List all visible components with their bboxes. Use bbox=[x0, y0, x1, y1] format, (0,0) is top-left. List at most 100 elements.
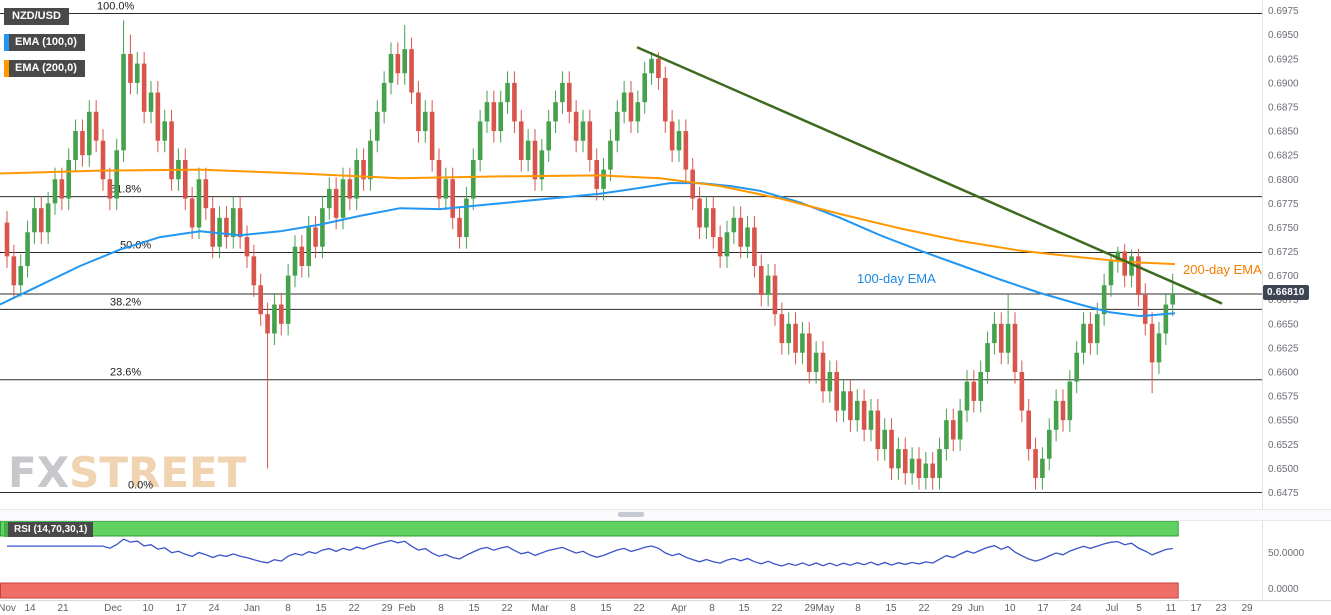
candle-body[interactable] bbox=[477, 121, 483, 160]
candle-body[interactable] bbox=[354, 159, 360, 199]
candle-body[interactable] bbox=[148, 92, 154, 112]
candle-body[interactable] bbox=[368, 140, 373, 180]
symbol-badge[interactable]: NZD/USD bbox=[4, 8, 69, 25]
candle-body[interactable] bbox=[861, 400, 867, 430]
candle-body[interactable] bbox=[902, 449, 908, 474]
candle-body[interactable] bbox=[80, 131, 85, 156]
candle-body[interactable] bbox=[978, 372, 983, 401]
candle-body[interactable] bbox=[1067, 381, 1073, 421]
candle-body[interactable] bbox=[614, 111, 620, 141]
candle-body[interactable] bbox=[484, 102, 490, 122]
candle-body[interactable] bbox=[1081, 323, 1086, 353]
candle-body[interactable] bbox=[704, 208, 709, 228]
ema100-badge[interactable]: EMA (100,0) bbox=[4, 34, 85, 51]
candle-body[interactable] bbox=[642, 73, 648, 103]
candle-body[interactable] bbox=[512, 82, 517, 122]
candle-body[interactable] bbox=[532, 140, 538, 180]
candle-body[interactable] bbox=[1129, 256, 1134, 276]
candle-body[interactable] bbox=[32, 208, 37, 233]
candle-body[interactable] bbox=[539, 150, 545, 180]
candle-body[interactable] bbox=[848, 391, 853, 421]
candle-body[interactable] bbox=[1170, 293, 1175, 305]
candle-body[interactable] bbox=[656, 58, 661, 79]
candle-body[interactable] bbox=[813, 352, 819, 373]
candle-body[interactable] bbox=[875, 410, 881, 450]
candle-body[interactable] bbox=[738, 217, 743, 247]
candle-body[interactable] bbox=[758, 265, 764, 295]
candle-body[interactable] bbox=[896, 449, 901, 469]
candle-body[interactable] bbox=[169, 121, 174, 180]
candle-body[interactable] bbox=[107, 179, 113, 199]
candle-body[interactable] bbox=[724, 232, 730, 257]
candle-body[interactable] bbox=[134, 63, 140, 83]
candle-body[interactable] bbox=[381, 82, 387, 112]
candle-body[interactable] bbox=[1060, 400, 1066, 421]
candle-body[interactable] bbox=[272, 304, 277, 334]
candle-body[interactable] bbox=[608, 140, 613, 170]
candle-body[interactable] bbox=[937, 449, 942, 479]
candle-body[interactable] bbox=[292, 246, 298, 276]
candle-body[interactable] bbox=[683, 131, 689, 170]
ema100-line[interactable] bbox=[0, 182, 1176, 318]
candle-body[interactable] bbox=[4, 222, 10, 257]
candle-body[interactable] bbox=[141, 63, 147, 112]
candle-body[interactable] bbox=[38, 208, 44, 233]
candle-body[interactable] bbox=[265, 314, 270, 334]
candle-body[interactable] bbox=[1012, 323, 1018, 373]
candle-body[interactable] bbox=[326, 188, 332, 209]
candle-body[interactable] bbox=[11, 256, 17, 286]
candle-body[interactable] bbox=[505, 82, 510, 103]
candle-body[interactable] bbox=[731, 217, 737, 233]
candle-body[interactable] bbox=[998, 323, 1004, 353]
candle-body[interactable] bbox=[443, 179, 449, 199]
candle-body[interactable] bbox=[230, 208, 236, 238]
candle-body[interactable] bbox=[1026, 410, 1031, 450]
candle-body[interactable] bbox=[854, 400, 860, 421]
candle-body[interactable] bbox=[182, 159, 188, 199]
candle-body[interactable] bbox=[834, 372, 839, 411]
candle-body[interactable] bbox=[772, 275, 778, 315]
candle-body[interactable] bbox=[306, 227, 312, 266]
candle-body[interactable] bbox=[237, 208, 243, 238]
candle-body[interactable] bbox=[923, 463, 929, 479]
candle-body[interactable] bbox=[429, 111, 435, 160]
candle-body[interactable] bbox=[196, 179, 202, 228]
candle-body[interactable] bbox=[422, 111, 428, 132]
candle-body[interactable] bbox=[1122, 251, 1127, 276]
date-axis[interactable]: Nov 14 21 Dec 10 17 24 Jan 8 15 22 29 Feb 8 15 22 Mar 8 15… bbox=[0, 600, 1331, 615]
candle-body[interactable] bbox=[649, 58, 654, 74]
candle-body[interactable] bbox=[697, 198, 702, 228]
candle-body[interactable] bbox=[25, 232, 30, 266]
candle-body[interactable] bbox=[573, 111, 579, 141]
candle-body[interactable] bbox=[587, 121, 593, 160]
price-chart[interactable]: 100.0%61.8%50.0%38.2%23.6%0.0%0.64750.65… bbox=[0, 0, 1331, 509]
candle-body[interactable] bbox=[450, 179, 456, 218]
candle-body[interactable] bbox=[244, 237, 250, 257]
candle-body[interactable] bbox=[1019, 372, 1025, 411]
candle-body[interactable] bbox=[786, 323, 791, 344]
candle-body[interactable] bbox=[1053, 400, 1059, 430]
candle-body[interactable] bbox=[1149, 323, 1155, 363]
candle-body[interactable] bbox=[676, 131, 682, 151]
candle-body[interactable] bbox=[93, 111, 99, 141]
ema200-line[interactable] bbox=[0, 168, 1176, 266]
rsi-indicator-badge[interactable]: RSI (14,70,30,1) bbox=[4, 522, 94, 537]
candle-body[interactable] bbox=[1115, 251, 1121, 262]
candle-body[interactable] bbox=[189, 198, 195, 228]
candle-body[interactable] bbox=[278, 304, 284, 324]
candle-body[interactable] bbox=[285, 275, 291, 324]
candle-body[interactable] bbox=[361, 159, 366, 180]
candle-body[interactable] bbox=[409, 49, 414, 93]
candle-body[interactable] bbox=[985, 343, 990, 373]
candle-body[interactable] bbox=[889, 429, 894, 469]
candle-body[interactable] bbox=[1108, 261, 1114, 286]
candle-body[interactable] bbox=[73, 131, 78, 160]
candle-body[interactable] bbox=[827, 372, 833, 392]
candle-body[interactable] bbox=[210, 208, 216, 247]
candle-body[interactable] bbox=[601, 169, 606, 189]
candle-body[interactable] bbox=[1136, 256, 1141, 295]
candle-body[interactable] bbox=[340, 179, 346, 218]
candle-body[interactable] bbox=[971, 381, 977, 401]
candle-body[interactable] bbox=[457, 217, 462, 238]
candle-body[interactable] bbox=[1163, 304, 1169, 334]
